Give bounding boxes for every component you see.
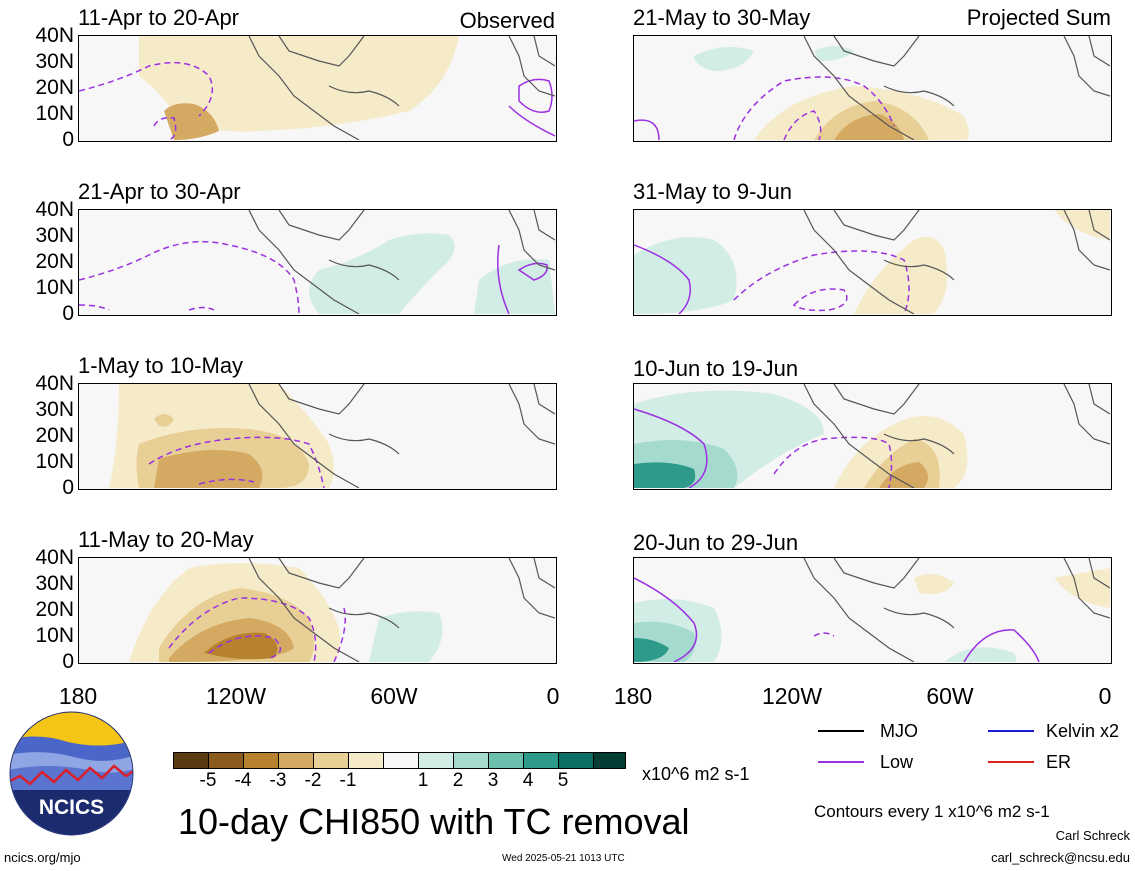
colorbar-cell	[593, 752, 626, 769]
legend-label-mjo: MJO	[880, 721, 918, 741]
legend-line-low	[818, 761, 864, 763]
lat-tick: 30N	[35, 572, 74, 595]
panel-title-l3: 1-May to 10-May	[78, 353, 244, 378]
lat-tick: 20N	[35, 598, 74, 621]
colorbar-label: 1	[417, 770, 429, 791]
lat-tick: 10N	[35, 624, 74, 647]
lat-tick: 40N	[35, 546, 74, 569]
lat-tick: 30N	[35, 398, 74, 421]
panel-title-r2: 31-May to 9-Jun	[633, 179, 792, 204]
lat-tick: 0	[62, 476, 74, 499]
colorbar-label: 3	[487, 770, 499, 791]
figure-title: 10-day CHI850 with TC removal	[178, 801, 690, 842]
colorbar-label: -3	[269, 770, 287, 791]
lat-tick: 20N	[35, 424, 74, 447]
logo-text: NCICS	[39, 796, 104, 819]
lat-tick: 20N	[35, 250, 74, 273]
panel-title-l4: 11-May to 20-May	[78, 527, 254, 552]
contours-note: Contours every 1 x10^6 m2 s-1	[814, 802, 1050, 821]
map-panel-r3	[633, 383, 1112, 490]
colorbar-cell	[383, 752, 419, 769]
colorbar-cell	[348, 752, 384, 769]
colorbar-units: x10^6 m2 s-1	[642, 764, 750, 784]
lat-tick: 30N	[35, 50, 74, 73]
panel-title-r3: 10-Jun to 19-Jun	[633, 356, 799, 381]
lon-tick: 0	[1098, 683, 1112, 709]
colorbar-label: -1	[339, 770, 357, 791]
panel-title-r1: 21-May to 30-May	[633, 5, 811, 30]
lat-tick: 10N	[35, 450, 74, 473]
footer-url[interactable]: ncics.org/mjo	[4, 850, 81, 865]
lat-tick: 10N	[35, 276, 74, 299]
lon-tick: 120W	[205, 683, 267, 709]
colorbar-cell	[208, 752, 244, 769]
panel-title-l1: 11-Apr to 20-Apr	[78, 5, 240, 30]
colorbar-cell	[173, 752, 209, 769]
colorbar-label: -5	[199, 770, 217, 791]
panel-tag-projected-sum: Projected Sum	[966, 5, 1111, 30]
lat-tick: 40N	[35, 24, 74, 47]
lon-tick: 120W	[761, 683, 823, 709]
map-panel-r1	[633, 35, 1112, 142]
colorbar-cell	[523, 752, 559, 769]
map-panel-r4	[633, 557, 1112, 664]
colorbar-cell	[558, 752, 594, 769]
lat-tick: 0	[62, 302, 74, 325]
map-panel-l3	[78, 383, 557, 490]
panel-title-r4: 20-Jun to 29-Jun	[633, 530, 799, 555]
colorbar-label: 4	[522, 770, 534, 791]
colorbar-cell	[243, 752, 279, 769]
lon-tick: 0	[546, 683, 560, 709]
lon-tick: 180	[58, 683, 98, 709]
colorbar-cell	[278, 752, 314, 769]
legend-label-low: Low	[880, 752, 914, 772]
map-panel-l4	[78, 557, 557, 664]
colorbar-label: 5	[557, 770, 569, 791]
legend-line-kelvin	[988, 730, 1034, 732]
lat-tick: 30N	[35, 224, 74, 247]
footer-email[interactable]: carl_schreck@ncsu.edu	[991, 850, 1130, 865]
legend-label-kelvin: Kelvin x2	[1046, 721, 1120, 741]
panel-title-l2: 21-Apr to 30-Apr	[78, 179, 241, 204]
map-panel-r2	[633, 209, 1112, 316]
legend-line-er	[988, 761, 1034, 763]
colorbar-cell	[453, 752, 489, 769]
legend-line-mjo	[818, 730, 864, 732]
colorbar-cell	[313, 752, 349, 769]
ncics-logo: NCICS	[8, 710, 135, 837]
lat-tick: 20N	[35, 76, 74, 99]
lon-tick: 60W	[370, 683, 418, 709]
lat-tick: 40N	[35, 198, 74, 221]
footer-timestamp: Wed 2025-05-21 1013 UTC	[502, 853, 625, 864]
lat-tick: 0	[62, 650, 74, 673]
lat-tick: 0	[62, 128, 74, 151]
panel-tag-observed: Observed	[459, 8, 555, 33]
map-panel-l1	[78, 35, 557, 142]
map-panel-l2	[78, 209, 557, 316]
footer-author: Carl Schreck	[1055, 828, 1130, 843]
lon-tick: 60W	[926, 683, 974, 709]
colorbar-cell	[488, 752, 524, 769]
lat-tick: 40N	[35, 372, 74, 395]
legend-label-er: ER	[1046, 752, 1072, 772]
lon-tick: 180	[613, 683, 653, 709]
lat-tick: 10N	[35, 102, 74, 125]
colorbar-label: 2	[452, 770, 464, 791]
colorbar	[173, 752, 626, 770]
colorbar-cell	[418, 752, 454, 769]
colorbar-label: -2	[304, 770, 322, 791]
colorbar-label: -4	[234, 770, 252, 791]
